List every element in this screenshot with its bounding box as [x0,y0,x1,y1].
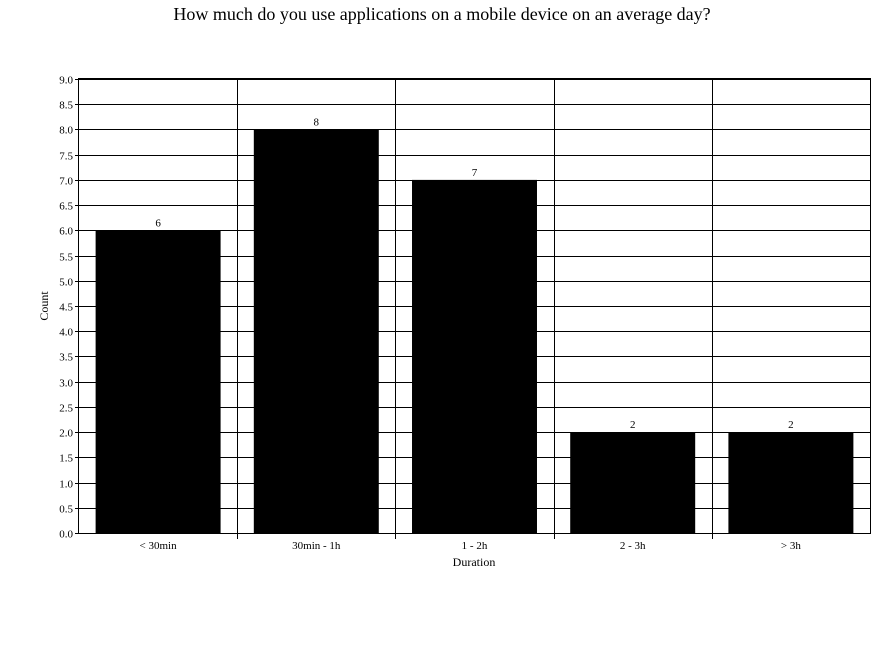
x-axis-label: Duration [453,555,496,569]
y-tick-label: 7.5 [59,151,73,163]
bar-value-label: 2 [788,419,794,431]
x-tick-label: 1 - 2h [462,540,488,552]
y-tick-label: 6.5 [59,201,73,213]
y-axis-ticks: 0.0 0.5 1.0 1.5 2.0 2.5 3.0 3.5 4.0 4.5 5.0 5.5 6.0 6… [59,75,79,541]
plot-frame [78,78,871,534]
y-tick-label: 2.5 [59,403,73,415]
y-tick-label: 0.0 [59,529,73,541]
bar [412,179,537,533]
y-tick-label: 1.5 [59,453,73,465]
bar [253,129,379,533]
y-tick-label: 1.0 [59,479,73,491]
y-tick-label: 9.0 [59,75,73,87]
y-tick-label: 8.0 [59,125,73,137]
y-tick-label: 3.5 [59,352,73,364]
y-tick-label: 6.0 [59,226,73,238]
bar [95,230,221,534]
y-axis-label: Count [37,291,51,321]
y-tick-label: 8.5 [59,100,73,112]
chart-title: How much do you use applications on a mo… [173,4,711,24]
y-tick-label: 7.0 [59,176,73,188]
bar [570,432,696,533]
bar-value-label: 7 [472,167,478,179]
x-tick-label: < 30min [140,540,178,552]
bars [95,129,854,534]
y-tick-label: 4.5 [59,302,73,314]
y-tick-label: 2.0 [59,428,73,440]
y-tick-label: 3.0 [59,378,73,390]
y-tick-label: 5.5 [59,252,73,264]
data-labels: 6 8 7 2 2 [155,116,793,431]
bar [728,432,854,533]
x-tick-label: > 3h [781,540,801,552]
y-tick-label: 0.5 [59,504,73,516]
x-tick-label: 2 - 3h [620,540,646,552]
bar-value-label: 6 [155,217,161,229]
bar-value-label: 8 [314,116,320,128]
x-tick-label: 30min - 1h [292,540,341,552]
y-tick-label: 4.0 [59,327,73,339]
bar-value-label: 2 [630,419,636,431]
x-axis-ticks: < 30min 30min - 1h 1 - 2h 2 - 3h > 3h [140,540,802,552]
y-tick-label: 5.0 [59,277,73,289]
